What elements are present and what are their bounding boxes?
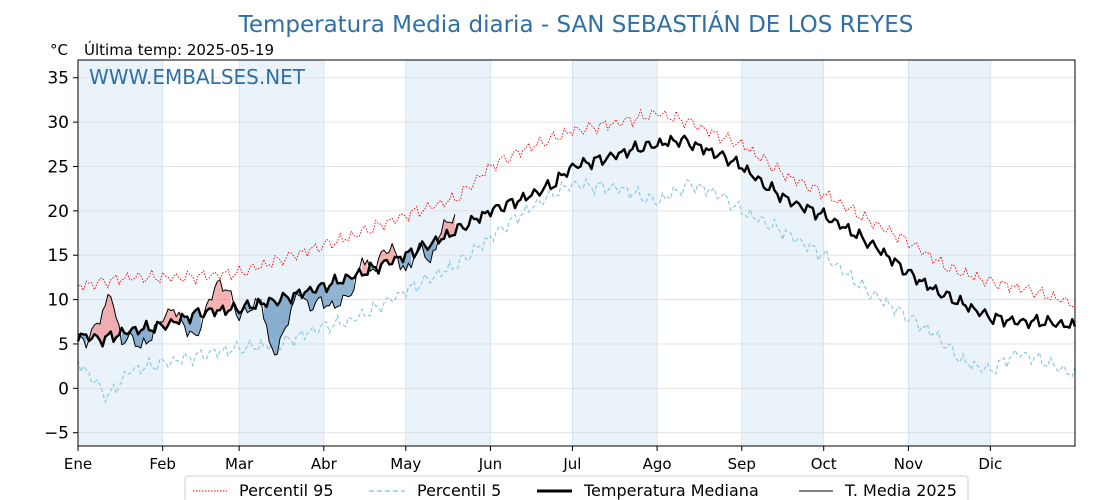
x-tick-label: Dic xyxy=(978,455,1002,473)
median-line xyxy=(76,134,1077,348)
month-band xyxy=(572,60,658,446)
percentile-95-line xyxy=(77,108,1076,308)
x-tick-label: Ene xyxy=(64,455,92,473)
current-year-line xyxy=(77,214,456,356)
x-tick-label: Abr xyxy=(311,455,338,473)
percentile-5-line xyxy=(77,177,1076,404)
x-tick-label: Nov xyxy=(894,455,923,473)
x-axis: Ene Feb Mar Abr May Jun Jul Ago Sep Oct Nov Dic xyxy=(64,446,1002,473)
y-tick-label: 35 xyxy=(47,69,69,89)
above-median-fill xyxy=(159,308,180,330)
legend-p95-label: Percentil 95 xyxy=(239,481,334,500)
y-tick-label: 10 xyxy=(47,291,69,311)
x-tick-label: Sep xyxy=(728,455,756,473)
legend-current-label: T. Media 2025 xyxy=(844,481,957,500)
x-tick-label: Jul xyxy=(562,455,581,473)
month-band xyxy=(908,60,991,446)
month-band xyxy=(239,60,324,446)
y-tick-label: −5 xyxy=(44,424,69,444)
x-tick-label: May xyxy=(390,455,421,473)
x-tick-label: Ago xyxy=(643,455,672,473)
x-tick-label: Feb xyxy=(149,455,176,473)
y-tick-label: 15 xyxy=(47,246,69,266)
y-axis: −5 0 5 10 15 20 25 30 35 xyxy=(44,69,78,444)
y-tick-label: 5 xyxy=(58,335,69,355)
unit-label: °C xyxy=(50,41,68,59)
y-tick-label: 0 xyxy=(58,379,69,399)
legend-p5-label: Percentil 5 xyxy=(417,481,501,500)
x-tick-label: Oct xyxy=(811,455,837,473)
below-median-fill xyxy=(263,289,300,356)
month-bands xyxy=(78,60,991,446)
month-band xyxy=(741,60,824,446)
series-lines xyxy=(76,108,1077,404)
watermark: WWW.EMBALSES.NET xyxy=(89,65,306,89)
y-tick-label: 30 xyxy=(47,113,69,133)
plot-frame xyxy=(77,59,1076,447)
chart-title: Temperatura Media diaria - SAN SEBASTIÁN… xyxy=(238,10,914,38)
y-tick-label: 20 xyxy=(47,202,69,222)
legend-median-label: Temperatura Mediana xyxy=(583,481,759,500)
y-tick-label: 25 xyxy=(47,157,69,177)
legend-box xyxy=(184,475,969,500)
legend: Percentil 95 Percentil 5 Temperatura Med… xyxy=(184,475,969,500)
last-temp-label: Última temp: 2025-05-19 xyxy=(84,40,274,59)
x-tick-label: Mar xyxy=(225,455,254,473)
month-band xyxy=(405,60,491,446)
x-tick-label: Jun xyxy=(478,455,502,473)
